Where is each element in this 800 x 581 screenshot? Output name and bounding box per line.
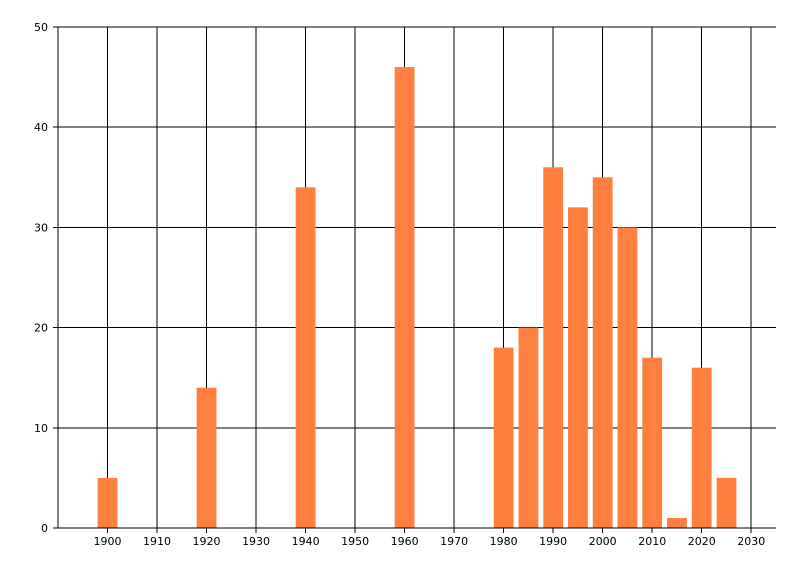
bar xyxy=(691,367,712,528)
x-tick-label: 1970 xyxy=(440,535,468,548)
bar xyxy=(568,207,588,529)
bar xyxy=(592,177,613,529)
x-tick-label: 1990 xyxy=(539,535,567,548)
bar xyxy=(716,477,737,528)
y-tick-label: 50 xyxy=(34,21,48,34)
x-tick-label: 1960 xyxy=(391,535,419,548)
bar xyxy=(493,347,514,528)
x-tick-label: 2010 xyxy=(638,535,666,548)
x-tick-label: 2030 xyxy=(737,535,765,548)
bar xyxy=(518,327,539,528)
x-tick-label: 2000 xyxy=(589,535,617,548)
x-tick-label: 1940 xyxy=(292,535,320,548)
x-tick-label: 1980 xyxy=(490,535,518,548)
bar xyxy=(667,517,687,528)
y-tick-label: 40 xyxy=(34,121,48,134)
y-tick-label: 0 xyxy=(41,522,48,535)
y-tick-label: 10 xyxy=(34,422,48,435)
bar xyxy=(543,167,564,528)
bar xyxy=(97,477,118,528)
y-tick-label: 30 xyxy=(34,221,48,234)
x-tick-label: 2020 xyxy=(688,535,716,548)
bar xyxy=(617,227,638,528)
bar xyxy=(394,67,415,528)
bar xyxy=(295,187,316,528)
x-tick-label: 1900 xyxy=(94,535,122,548)
y-tick-label: 20 xyxy=(34,322,48,335)
x-tick-label: 1920 xyxy=(193,535,221,548)
x-tick-label: 1910 xyxy=(143,535,171,548)
bar xyxy=(196,387,217,528)
x-tick-label: 1930 xyxy=(242,535,270,548)
bar xyxy=(642,357,663,528)
x-tick-label: 1950 xyxy=(341,535,369,548)
